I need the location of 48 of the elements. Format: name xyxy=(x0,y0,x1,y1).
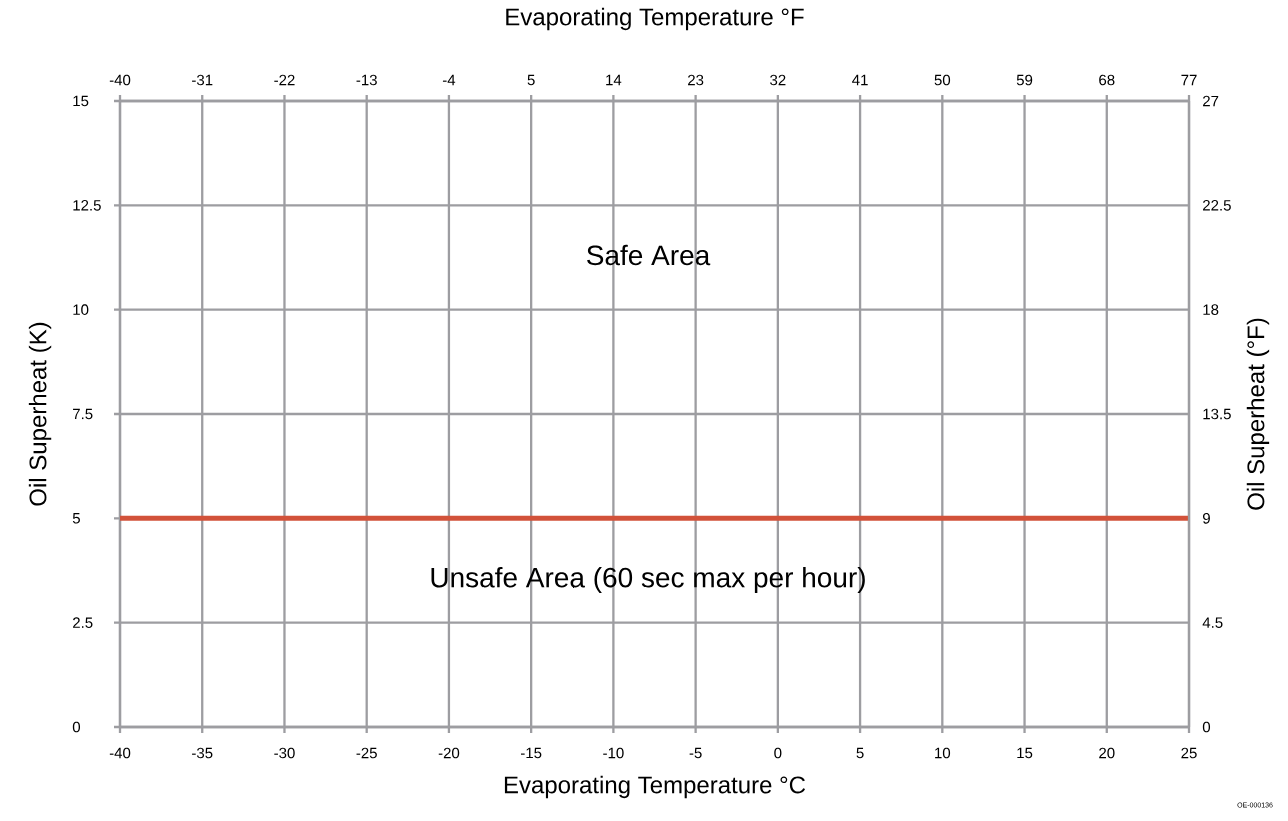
x2-tick-label: 5 xyxy=(527,74,535,86)
x-tick-label: -35 xyxy=(192,747,213,759)
x2-tick-label: -22 xyxy=(274,74,295,86)
annotation: Unsafe Area (60 sec max per hour) xyxy=(431,566,865,594)
y2-tick-label: 22.5 xyxy=(1203,200,1231,211)
x-tick-label: 25 xyxy=(1181,747,1197,759)
y-tick-label: 15 xyxy=(73,95,89,107)
x-tick-label: -15 xyxy=(520,747,542,759)
x-tick-label: 10 xyxy=(935,747,951,759)
y2-tick-label: 18 xyxy=(1203,304,1219,315)
x-axis-title: Evaporating Temperature °C xyxy=(504,775,806,799)
x-tick-label: -30 xyxy=(274,747,295,759)
x2-tick-label: -4 xyxy=(442,74,456,86)
x-tick-label: 20 xyxy=(1099,747,1115,759)
x2-tick-label: 32 xyxy=(770,74,786,86)
y-tick-label: 2.5 xyxy=(73,617,93,628)
x2-axis-title: Evaporating Temperature °F xyxy=(506,7,804,31)
annotation: Safe Area xyxy=(587,244,711,266)
x-tick-label: -40 xyxy=(109,747,131,759)
x2-tick-label: 68 xyxy=(1099,74,1115,86)
x2-tick-label: 14 xyxy=(606,74,622,86)
y-axis-title: Oil Superheat (K) xyxy=(28,322,52,506)
y2-tick-label: 4.5 xyxy=(1202,617,1223,628)
y-tick-label: 10 xyxy=(73,304,89,315)
x2-tick-label: 41 xyxy=(852,74,868,86)
y-tick-label: 12.5 xyxy=(73,200,101,211)
x2-tick-label: -13 xyxy=(356,74,377,86)
y-tick-label: 7.5 xyxy=(73,408,93,420)
x2-tick-label: -40 xyxy=(109,74,131,86)
x-tick-label: -25 xyxy=(356,747,377,759)
x2-tick-label: 23 xyxy=(688,74,704,86)
x-tick-label: -5 xyxy=(689,747,702,759)
x-tick-label: -20 xyxy=(438,747,460,759)
x2-tick-label: 77 xyxy=(1181,74,1197,86)
y-tick-label: 5 xyxy=(72,513,80,524)
x-tick-label: 0 xyxy=(774,747,782,759)
x2-tick-label: 59 xyxy=(1016,74,1033,86)
y2-axis-title: Oil Superheat (°F) xyxy=(1246,318,1270,510)
y2-tick-label: 27 xyxy=(1203,95,1219,107)
y2-tick-label: 0 xyxy=(1202,721,1211,733)
y2-tick-label: 9 xyxy=(1202,513,1210,524)
y-tick-label: 0 xyxy=(72,721,81,733)
x2-tick-label: -31 xyxy=(192,74,213,86)
x2-tick-label: 50 xyxy=(934,74,951,86)
x-tick-label: -10 xyxy=(603,747,624,759)
x-tick-label: 15 xyxy=(1017,747,1033,759)
x-tick-label: 5 xyxy=(856,747,864,759)
y2-tick-label: 13.5 xyxy=(1203,408,1231,420)
